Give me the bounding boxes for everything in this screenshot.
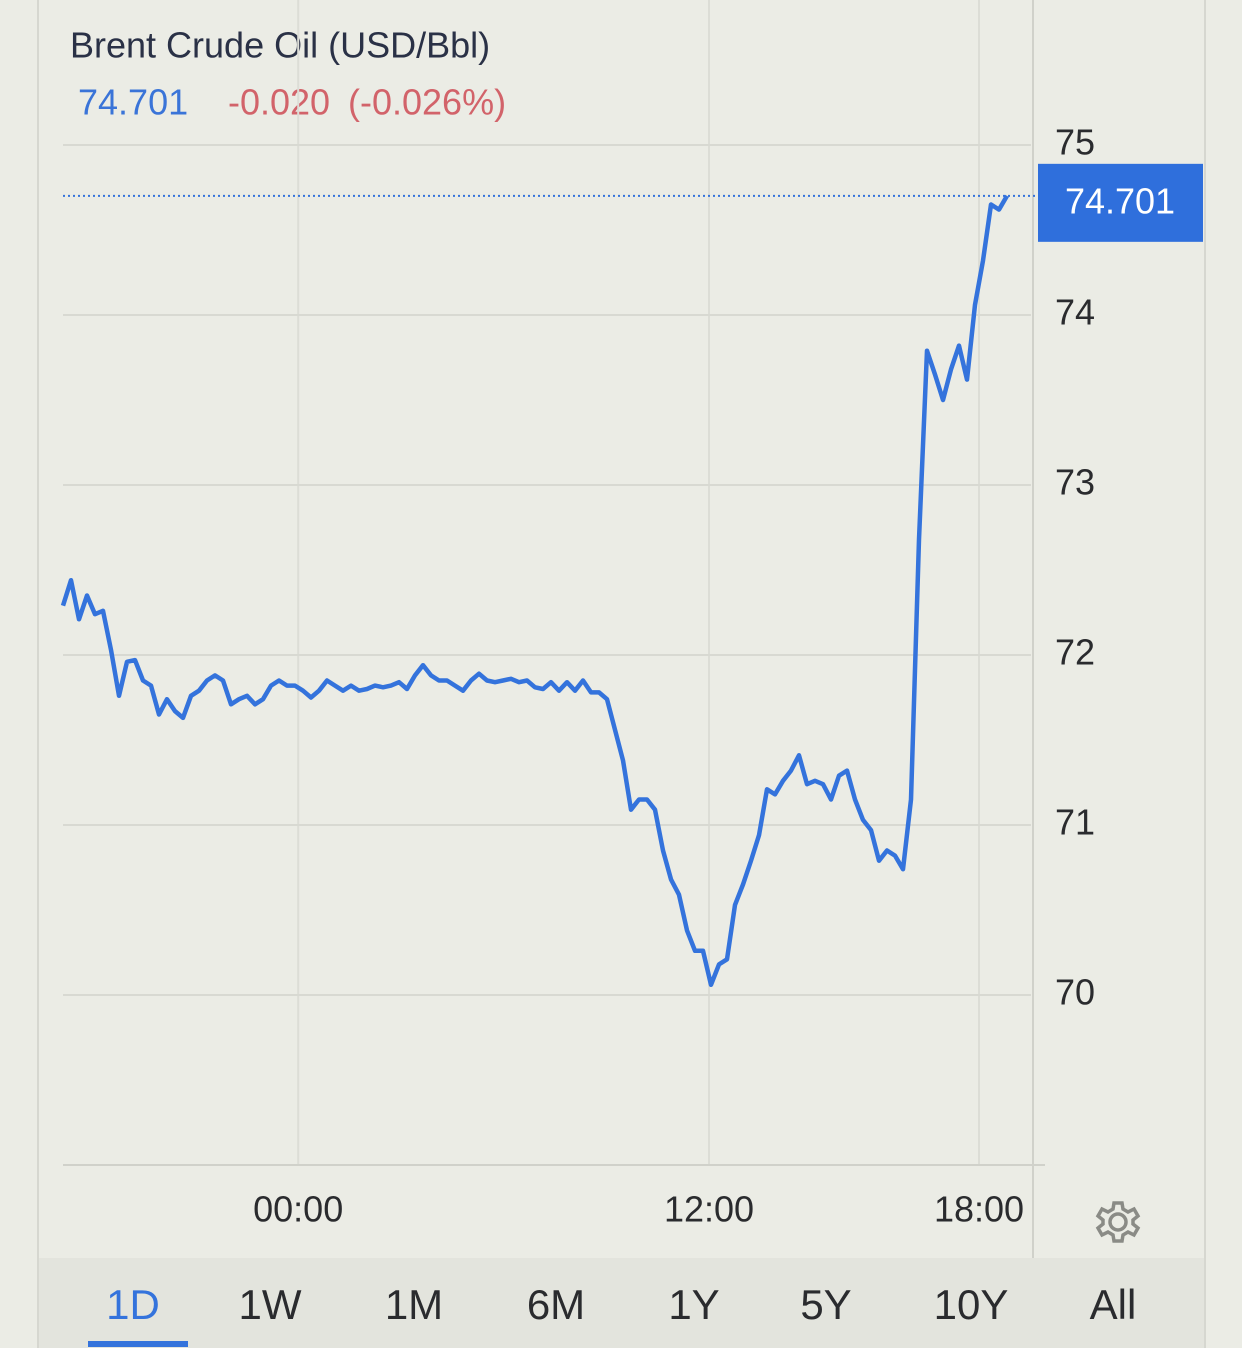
range-tab[interactable]: 5Y	[800, 1281, 851, 1328]
y-tick-label: 71	[1055, 802, 1095, 843]
y-tick-label: 73	[1055, 462, 1095, 503]
x-tick-label: 00:00	[253, 1189, 343, 1230]
tab-underline	[88, 1341, 188, 1347]
x-tick-label: 12:00	[664, 1189, 754, 1230]
x-tick-label: 18:00	[934, 1189, 1024, 1230]
y-tick-label: 75	[1055, 122, 1095, 163]
chart-title: Brent Crude Oil (USD/Bbl)	[70, 25, 490, 66]
last-price-box	[1038, 163, 1203, 242]
y-tick-label: 74	[1055, 292, 1095, 333]
y-tick-label: 70	[1055, 972, 1095, 1013]
range-tab[interactable]: 6M	[527, 1281, 585, 1328]
range-tab[interactable]: 1W	[239, 1281, 302, 1328]
settings-icon[interactable]	[1095, 1201, 1141, 1243]
price-change-pct: (-0.026%)	[348, 82, 506, 123]
y-tick-label: 72	[1055, 632, 1095, 673]
last-price-label: 74.701	[1065, 180, 1175, 221]
price-change: -0.020	[228, 82, 330, 123]
range-tab[interactable]: 1M	[385, 1281, 443, 1328]
range-tab[interactable]: 1D	[106, 1281, 160, 1328]
price-line	[60, 194, 1009, 988]
range-tab[interactable]: 10Y	[934, 1281, 1009, 1328]
range-tab[interactable]: All	[1090, 1281, 1137, 1328]
last-price: 74.701	[78, 82, 188, 123]
range-tab[interactable]: 1Y	[668, 1281, 719, 1328]
tab-bar	[38, 1258, 1205, 1348]
